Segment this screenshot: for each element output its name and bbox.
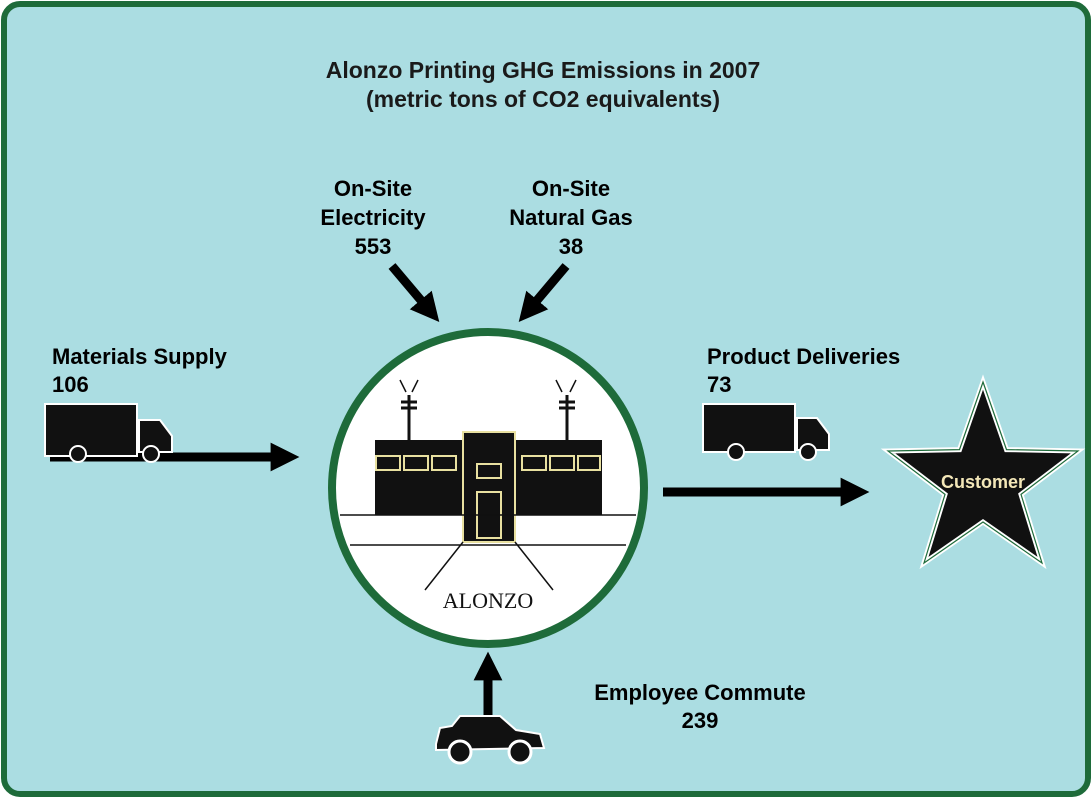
- facility: ALONZO: [328, 328, 648, 648]
- customer-star: Customer: [880, 374, 1086, 570]
- truck-icon: [702, 403, 830, 461]
- value: 73: [707, 372, 731, 397]
- title: Alonzo Printing GHG Emissions in 2007: [326, 57, 761, 83]
- car-icon: [435, 715, 546, 765]
- logo: ALONZO: [443, 588, 533, 613]
- arrow: [388, 263, 440, 323]
- subtitle: (metric tons of CO2 equivalents): [366, 86, 720, 112]
- label: On-Site: [334, 176, 412, 201]
- truck-icon: [44, 403, 173, 463]
- arrow: [518, 263, 570, 323]
- label: Materials Supply: [52, 344, 228, 369]
- value: 106: [52, 372, 89, 397]
- value: 38: [559, 234, 583, 259]
- label: Employee Commute: [594, 680, 806, 705]
- label: On-Site: [532, 176, 610, 201]
- value: 239: [682, 708, 719, 733]
- label: Product Deliveries: [707, 344, 900, 369]
- label: Natural Gas: [509, 205, 633, 230]
- customer-label: Customer: [941, 472, 1025, 492]
- value: 553: [355, 234, 392, 259]
- label: Electricity: [320, 205, 426, 230]
